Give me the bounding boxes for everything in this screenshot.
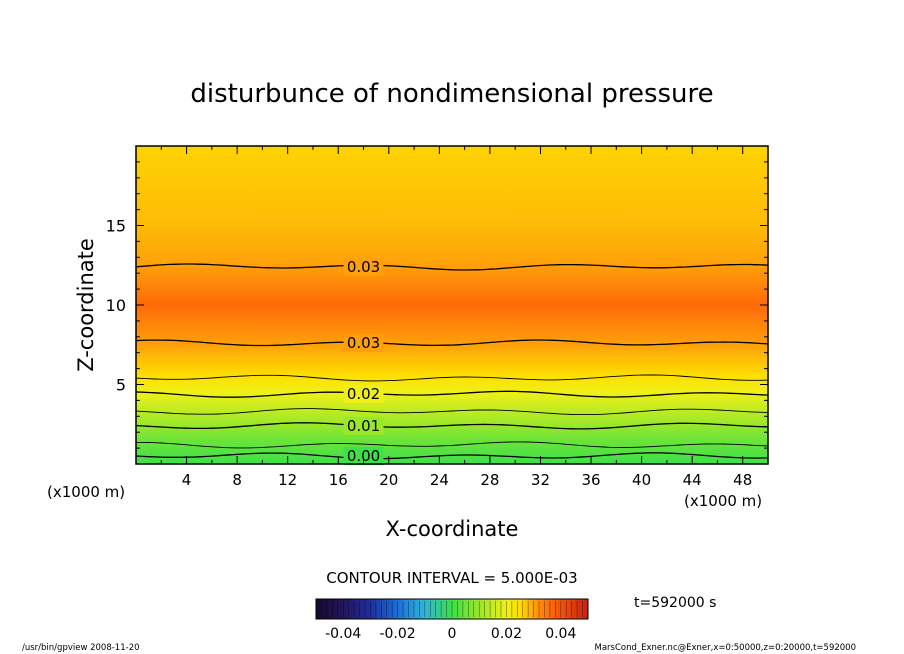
contour-label-bg [343,257,384,276]
time-label: t=592000 s [634,595,716,611]
contour-line [136,374,768,382]
contour-lines-group [136,263,768,460]
y-tick-label: 15 [106,217,126,236]
contour-label-bg [343,334,384,353]
x-tick-label: 28 [480,471,499,489]
contour-field [136,146,768,464]
contour-label-bg [343,447,384,466]
footer-left: /usr/bin/gpview 2008-11-20 [22,643,140,653]
x-tick-label: 8 [232,471,242,489]
contour-line [136,408,768,416]
colorbar-tick-label: 0.02 [491,626,522,642]
x-tick-label: 36 [581,471,600,489]
x-axis-label: X-coordinate [386,517,519,541]
x-tick-label: 24 [430,471,449,489]
y-tick-label: 10 [106,296,126,315]
x-tick-label: 12 [278,471,297,489]
x-tick-label: 20 [379,471,398,489]
contour-label: 0.00 [347,447,380,465]
chart-title: disturbunce of nondimensional pressure [190,79,713,109]
contour-label: 0.02 [347,385,380,403]
x-tick-label: 48 [733,471,752,489]
colorbar-tick-label: -0.02 [379,626,415,642]
contour-labels-group: 0.03 0.03 0.02 0.01 0.00 [343,257,384,466]
x-tick-label: 44 [683,471,702,489]
footer-right: MarsCond_Exner.nc@Exner,x=0:50000,z=0:20… [594,643,856,653]
contour-line [136,422,768,430]
contour-line [136,390,768,398]
contour-line [136,339,768,347]
contour-line [136,263,768,271]
x-tick-label: 40 [632,471,651,489]
colorbar-ticks-group: -0.04 -0.02 0 0.02 0.04 [315,601,589,642]
contour-line [136,452,768,460]
y-tick-label: 5 [116,376,126,395]
contour-label: 0.01 [347,417,380,435]
contour-line [136,441,768,449]
contour-label-bg [343,385,384,404]
x-unit-left: (x1000 m) [47,483,125,501]
x-tick-label: 4 [182,471,192,489]
x-tick-label: 16 [329,471,348,489]
contour-label: 0.03 [347,258,380,276]
x-unit-right: (x1000 m) [684,492,762,510]
contour-label: 0.03 [347,334,380,352]
x-tick-label: 32 [531,471,550,489]
contour-interval-text: CONTOUR INTERVAL = 5.000E-03 [326,569,577,587]
colorbar-tick-label: -0.04 [325,626,361,642]
colorbar-tick-label: 0.04 [545,626,576,642]
contour-label-bg [343,416,384,435]
y-axis-label: Z-coordinate [74,238,98,372]
colorbar-tick-label: 0 [448,626,457,642]
